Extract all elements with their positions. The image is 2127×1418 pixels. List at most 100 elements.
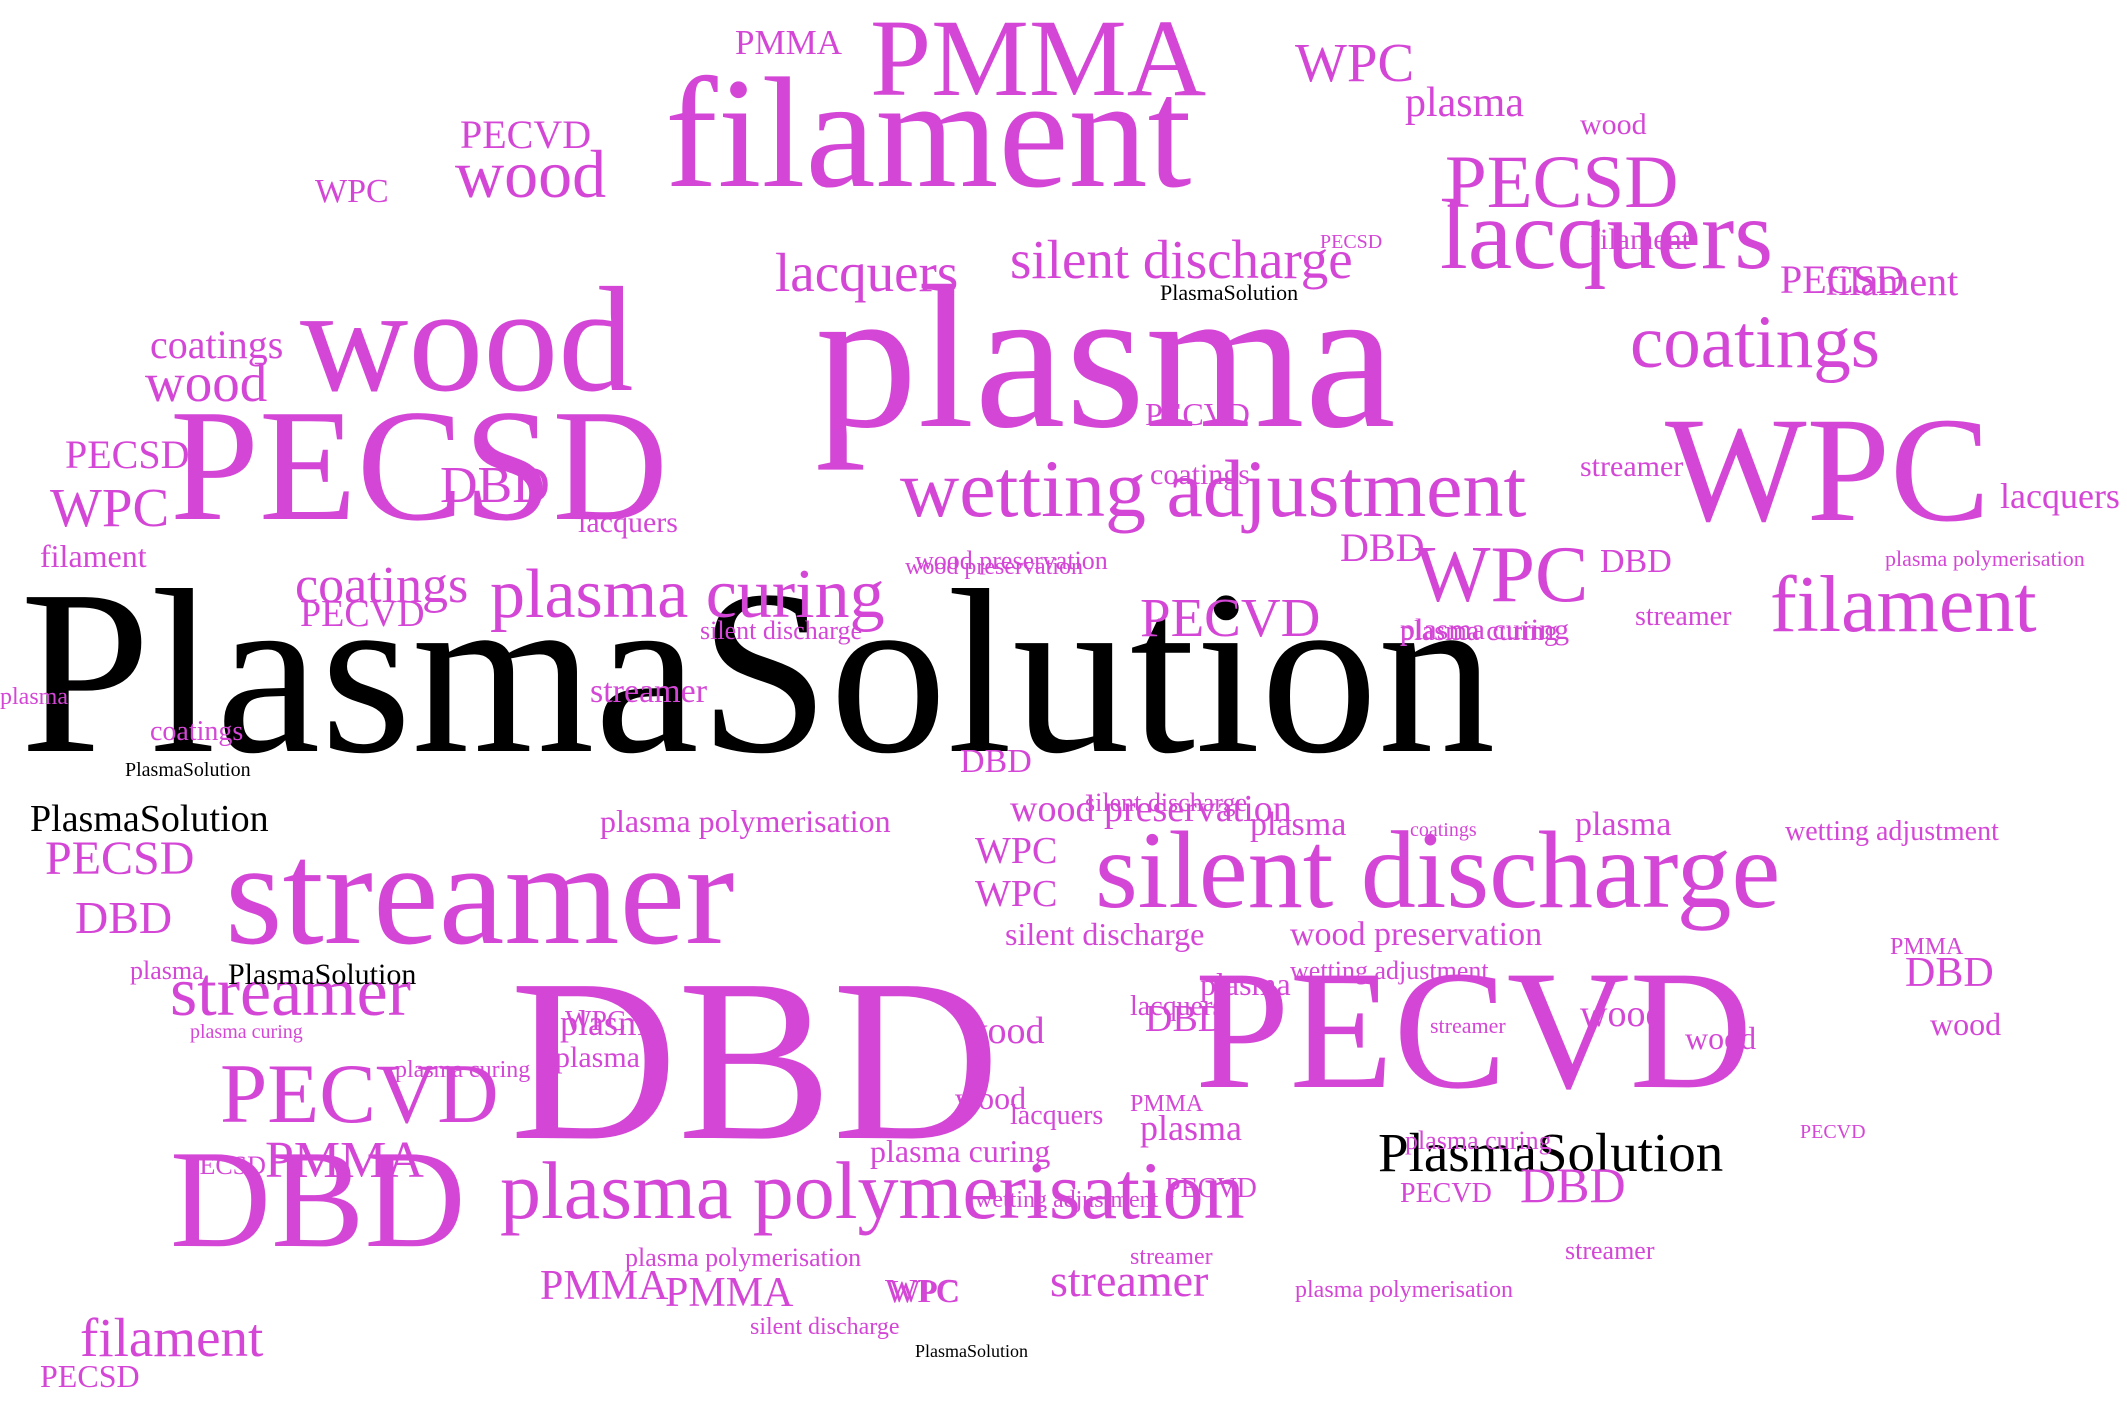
word: plasma [1140,1108,1242,1148]
word: wood [1930,1006,2002,1042]
word: WPC [1295,32,1415,93]
word: DBD [510,932,1000,1189]
word: wetting adjustment [1290,956,1489,985]
word: PECSD [1780,257,1905,302]
word-highlight: PlasmaSolution [30,798,269,840]
word: lacquers [1010,1100,1104,1131]
word: wood [955,1080,1027,1116]
word: plasma curing [1405,1126,1552,1155]
word: PMMA [665,1270,794,1316]
word: DBD [75,892,173,943]
word-highlight: PlasmaSolution [125,759,251,781]
word: PECVD [300,593,425,635]
word: WPC [565,1006,626,1037]
word: wood [300,257,634,423]
word: streamer [590,673,708,710]
word: streamer [1430,1013,1506,1038]
word: plasma curing [190,1021,303,1043]
word: DBD [170,1122,466,1277]
word: streamer [1565,1236,1655,1265]
word: plasma [815,244,1396,471]
word: plasma curing [490,556,885,633]
word: plasma polymerisation [600,803,891,839]
word: plasma curing [870,1133,1051,1169]
word: silent discharge [700,616,862,645]
word-highlight: PlasmaSolution [20,542,1496,802]
word: PECSD [1445,141,1679,224]
word: PECSD [185,1151,266,1180]
word: streamer [1580,450,1684,483]
word: filament [1590,223,1690,256]
word: wood [145,352,268,413]
word: plasma [1200,966,1291,1002]
word: plasma polymerisation [1295,1277,1513,1303]
word: wood preservation [1290,916,1543,953]
word: lacquers [775,242,959,303]
word: streamer [170,954,411,1031]
word: plasma curing [395,1057,531,1083]
word: plasma [560,1003,662,1043]
word: coatings [1410,819,1477,841]
word: lacquers [2000,476,2120,516]
word: coatings [1150,458,1250,491]
word: WPC [1415,531,1589,619]
word: wetting adjustment [900,443,1527,534]
word: lacquers [1440,179,1774,290]
word: PECVD [460,112,592,157]
word: wood [1685,1020,1757,1056]
word: lacquers [1130,991,1224,1022]
word: wood preservation [905,554,1083,580]
word: WPC [975,830,1058,872]
word: plasma polymerisation [500,1145,1245,1236]
word: PECVD [220,1047,499,1141]
word: PECVD [1800,1121,1866,1143]
word: filament [40,538,147,574]
word: DBD [960,743,1032,780]
word: DBD [1520,1157,1626,1213]
word: PECVD [1195,936,1753,1124]
word: PMMA [870,0,1207,119]
word: silent discharge [1010,229,1353,290]
word: DBD [1145,998,1226,1040]
word: WPC [315,173,389,210]
word: PECVD [1140,587,1321,648]
word: plasma polymerisation [1885,546,2085,571]
word: WPC [890,1273,960,1309]
word: filament [80,1307,264,1368]
word: plasma curing [1400,613,1570,646]
word: coatings [150,716,244,747]
word: wood preservation [1010,788,1292,830]
word: WPC [975,873,1058,915]
word: plasma [130,956,204,985]
word: wood preservation [915,546,1108,575]
word: streamer [1050,1255,1209,1306]
word: WPC [50,477,170,538]
word: filament [665,46,1192,221]
word: PMMA [265,1132,424,1189]
word: DBD [1905,950,1994,996]
word: wood [1580,993,1665,1035]
word: wetting adjustment [975,1187,1159,1213]
word: filament [1770,561,2037,649]
word: coatings [295,557,469,614]
word: DBD [1600,543,1672,580]
word: PECVD [1145,396,1250,432]
word: plasma [1575,806,1672,843]
word-highlight: PlasmaSolution [915,1341,1029,1361]
word: PMMA [735,23,842,62]
word: silent discharge [1085,788,1247,817]
word: plasma [1405,80,1524,126]
word: WPC [885,1273,959,1310]
word: plasma [1250,806,1347,843]
word: lacquers [578,506,678,539]
word-highlight: PlasmaSolution [228,958,417,991]
word: DBD [1340,525,1425,570]
word: PMMA [1890,934,1964,960]
word: streamer [1635,601,1732,632]
word: wood [1580,108,1647,141]
word: WPC [1665,387,1991,553]
word: PECVD [1400,1178,1492,1209]
word: PMMA [1130,1091,1204,1117]
word: PMMA [540,1263,669,1309]
